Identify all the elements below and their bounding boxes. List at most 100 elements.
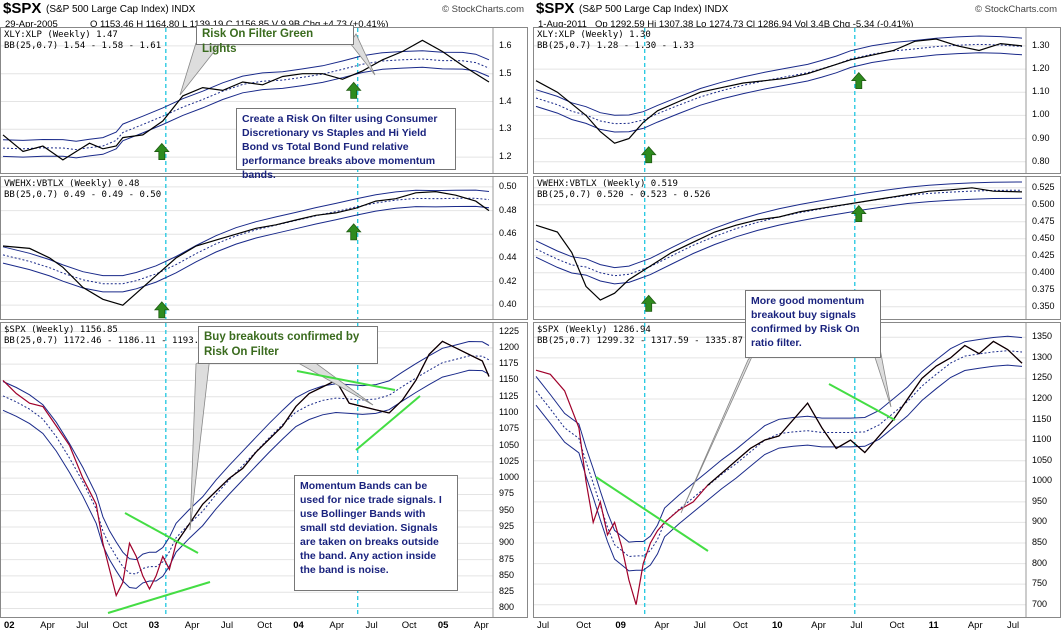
price-series	[535, 187, 1023, 301]
y-tick-label: 1050	[499, 439, 520, 450]
bb-mid	[2, 197, 490, 285]
panel-1: 1.30 1.20 1.10 1.00 0.90 0.80 XLY:XLP (Weekly)…	[533, 27, 1061, 174]
y-tick-label: 1.30	[1032, 39, 1050, 50]
y-tick-label: 1175	[499, 358, 519, 369]
x-tick-label: Oct	[576, 620, 591, 631]
y-tick-label: 800	[499, 602, 515, 613]
series-label: $SPX (Weekly) 1286.94	[537, 325, 651, 335]
y-tick-label: 1075	[499, 423, 520, 434]
y-tick-label: 1050	[1032, 454, 1053, 465]
y-tick-label: 0.90	[1032, 132, 1050, 143]
y-tick-label: 1.2	[499, 151, 512, 162]
y-tick-label: 0.42	[499, 275, 517, 286]
chart-ohlc: Op 1292.59 Hi 1307.38 Lo 1274.73 Cl 1286…	[595, 19, 914, 30]
price-series	[2, 190, 490, 306]
y-tick-label: 1.5	[499, 67, 512, 78]
panel-3: 1225 1200 1175 1150 1125 1100 1075 1050 1025 1000…	[0, 322, 528, 618]
price-series	[535, 340, 1023, 605]
bb-upper	[2, 50, 490, 142]
y-tick-label: 0.48	[499, 204, 517, 215]
panel-plot	[534, 323, 1027, 617]
x-tick-label: 04	[293, 620, 304, 631]
bb-lower	[2, 205, 490, 293]
x-tick-label: Oct	[889, 620, 905, 631]
bb-upper	[535, 335, 1023, 543]
chart-source: © StockCharts.com	[975, 4, 1057, 15]
x-tick-label: Apr	[40, 620, 55, 631]
bb-upper	[2, 189, 490, 277]
y-tick-label: 1250	[1032, 372, 1053, 383]
x-tick-label: Apr	[329, 620, 345, 631]
price-series-up	[707, 340, 1023, 486]
x-tick-label: Jul	[76, 620, 89, 631]
y-tick-label: 800	[1032, 557, 1048, 568]
chart-ohlc: O 1153.46 H 1164.80 L 1139.19 C 1156.85 …	[90, 19, 389, 30]
chart-symbol: $SPX	[536, 0, 575, 17]
panel-plot	[534, 28, 1027, 173]
y-tick-label: 875	[499, 553, 515, 564]
x-tick-label: Jul	[693, 620, 706, 631]
y-tick-label: 700	[1032, 598, 1048, 609]
y-tick-label: 1300	[1032, 351, 1053, 362]
bands-label: BB(25,0.7) 0.49 - 0.49 - 0.50	[4, 190, 162, 200]
y-tick-label: 1100	[1032, 434, 1052, 445]
y-tick-label: 0.46	[499, 228, 517, 239]
y-tick-label: 950	[1032, 495, 1048, 506]
chart-date: 29-Apr-2005	[5, 19, 58, 30]
chart-source: © StockCharts.com	[442, 4, 524, 15]
y-tick-label: 850	[1032, 537, 1048, 547]
bb-upper	[535, 181, 1023, 269]
x-tick-label: Oct	[732, 620, 748, 631]
y-tick-label: 1200	[499, 341, 520, 352]
y-tick-label: 1000	[1032, 475, 1053, 486]
x-tick-label: 03	[148, 620, 160, 631]
y-tick-label: 925	[499, 521, 515, 532]
y-tick-label: 0.450	[1032, 232, 1055, 243]
x-tick-label: Apr	[811, 620, 826, 631]
y-tick-label: 0.500	[1032, 198, 1055, 209]
y-tick-label: 950	[499, 504, 515, 515]
bb-lower	[535, 364, 1023, 572]
y-tick-label: 1.4	[499, 95, 512, 106]
bands-label: BB(25,0.7) 1172.46 - 1186.11 - 1193.76	[4, 336, 210, 346]
y-tick-label: 825	[499, 586, 515, 597]
x-tick-label: 10	[772, 620, 783, 631]
buy-arrow-icon	[640, 294, 657, 312]
buy-arrow-icon	[153, 301, 170, 319]
bb-mid	[2, 58, 490, 151]
bands-label: BB(25,0.7) 1.28 - 1.30 - 1.33	[537, 41, 695, 51]
chart-symbol: $SPX	[3, 0, 42, 17]
y-tick-label: 0.40	[499, 299, 517, 310]
series-label: XLY:XLP (Weekly) 1.30	[537, 30, 651, 40]
buy-arrow-icon	[345, 81, 362, 99]
x-tick-label: Apr	[654, 620, 670, 631]
y-tick-label: 0.375	[1032, 283, 1055, 294]
bb-lower	[535, 52, 1023, 133]
y-tick-label: 975	[499, 488, 515, 499]
buy-arrow-icon	[850, 205, 867, 223]
annotation-note: Risk On Filter Green Lights	[196, 25, 354, 55]
chart-date: 1-Aug-2011	[538, 19, 587, 30]
y-tick-label: 900	[1032, 516, 1048, 527]
y-tick-label: 1200	[1032, 393, 1053, 403]
y-tick-label: 0.475	[1032, 215, 1055, 226]
annotation-note: Momentum Bands can be used for nice trad…	[294, 475, 458, 591]
y-tick-label: 1.20	[1032, 63, 1050, 74]
bb-upper	[535, 35, 1023, 116]
chart-name: (S&P 500 Large Cap Index) INDX	[46, 4, 196, 15]
y-tick-label: 1350	[1032, 331, 1053, 342]
y-tick-label: 1000	[499, 472, 520, 483]
chart-name: (S&P 500 Large Cap Index) INDX	[579, 4, 729, 15]
x-tick-label: 02	[4, 620, 15, 631]
x-tick-label: 11	[928, 620, 939, 631]
y-tick-label: 0.350	[1032, 300, 1055, 311]
y-tick-label: 1225	[499, 325, 520, 336]
x-tick-label: Jul	[365, 620, 378, 631]
x-tick-label: Jul	[1007, 620, 1020, 631]
bb-mid	[535, 43, 1023, 125]
y-tick-label: 0.525	[1032, 181, 1055, 192]
y-tick-label: 900	[499, 537, 515, 548]
buy-arrow-icon	[640, 146, 657, 164]
x-tick-label: 05	[437, 620, 449, 631]
x-tick-label: 09	[615, 620, 626, 631]
